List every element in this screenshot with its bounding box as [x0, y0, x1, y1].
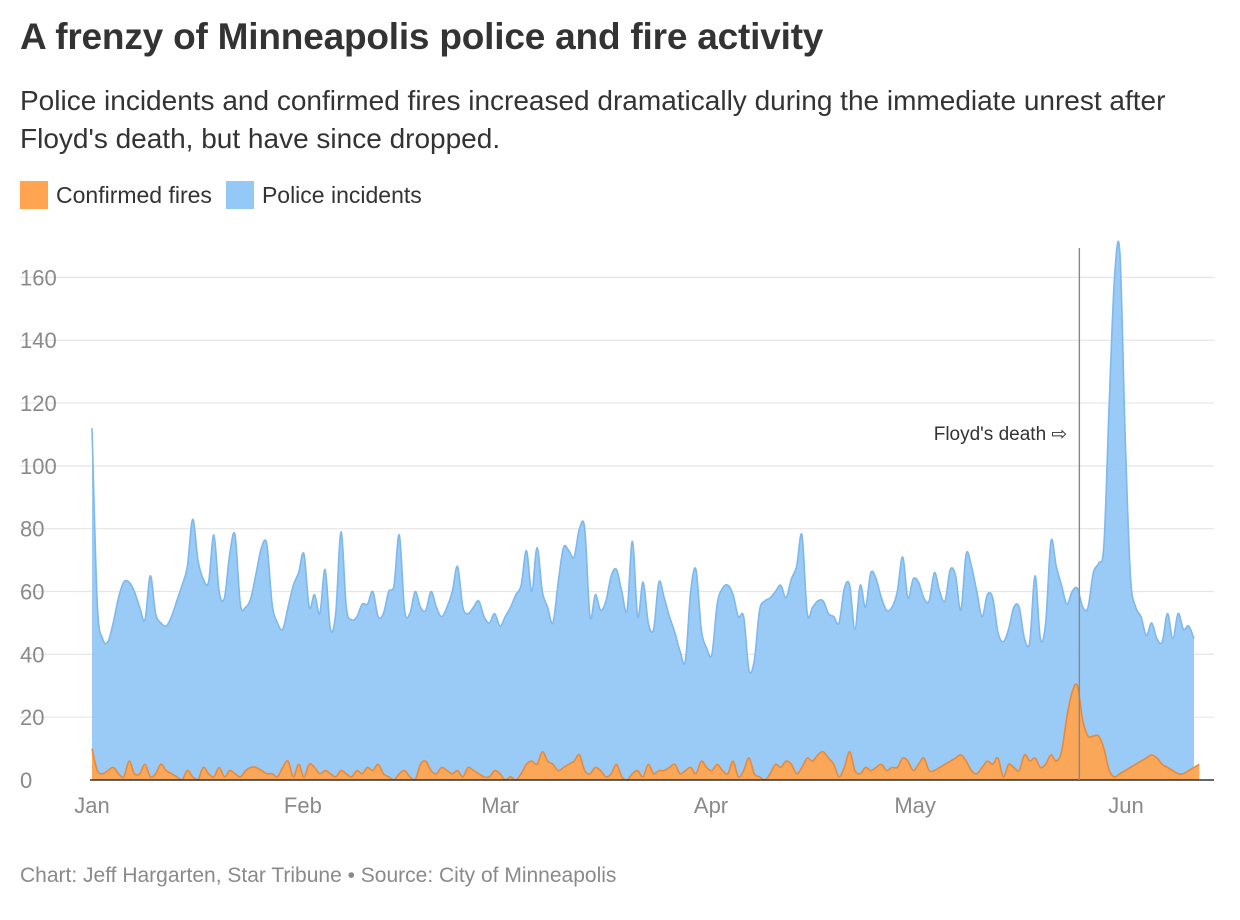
- x-tick-label-apr: Apr: [694, 793, 728, 818]
- x-tick-label-jun: Jun: [1108, 793, 1143, 818]
- area-police-incidents: [92, 241, 1194, 781]
- area-confirmed-fires: [92, 684, 1200, 780]
- y-tick-label-20: 20: [20, 705, 44, 730]
- y-tick-label-40: 40: [20, 642, 44, 667]
- annotation-label: Floyd's death ⇨: [934, 424, 1068, 445]
- legend-swatch-fires: [20, 181, 48, 209]
- area-chart: 0 20 40 60 80 100 120 140 160 Jan Feb Mar Apr May Jun…: [20, 240, 1214, 818]
- y-tick-label-140: 140: [20, 328, 57, 353]
- legend-label-police: Police incidents: [261, 181, 422, 208]
- y-tick-label-0: 0: [20, 768, 32, 793]
- x-tick-label-may: May: [894, 793, 936, 818]
- series-areas: [91, 240, 1200, 781]
- y-tick-label-120: 120: [20, 391, 57, 416]
- y-tick-label-160: 160: [20, 265, 57, 290]
- line-police-incidents: [91, 240, 1195, 674]
- legend-item-police: Police incidents: [225, 181, 422, 209]
- legend-swatch-police: [225, 181, 254, 209]
- floyd-annotation: Floyd's death ⇨: [934, 248, 1081, 780]
- x-tick-label-jan: Jan: [74, 793, 109, 818]
- x-axis: Jan Feb Mar Apr May Jun: [74, 779, 1214, 818]
- y-tick-label-60: 60: [20, 580, 44, 605]
- x-tick-label-feb: Feb: [284, 793, 322, 818]
- chart-subtitle: Police incidents and confirmed fires inc…: [20, 85, 1166, 154]
- chart-credit: Chart: Jeff Hargarten, Star Tribune • So…: [20, 864, 617, 887]
- legend: Confirmed fires Police incidents: [20, 180, 436, 210]
- chart-title: A frenzy of Minneapolis police and fire …: [20, 16, 824, 57]
- legend-item-fires: Confirmed fires: [20, 181, 212, 209]
- y-tick-label-100: 100: [20, 454, 57, 479]
- x-tick-label-mar: Mar: [481, 793, 519, 818]
- y-tick-label-80: 80: [20, 517, 44, 542]
- line-confirmed-fires: [91, 683, 1200, 781]
- y-axis: 0 20 40 60 80 100 120 140 160: [20, 265, 57, 793]
- legend-label-fires: Confirmed fires: [56, 181, 212, 208]
